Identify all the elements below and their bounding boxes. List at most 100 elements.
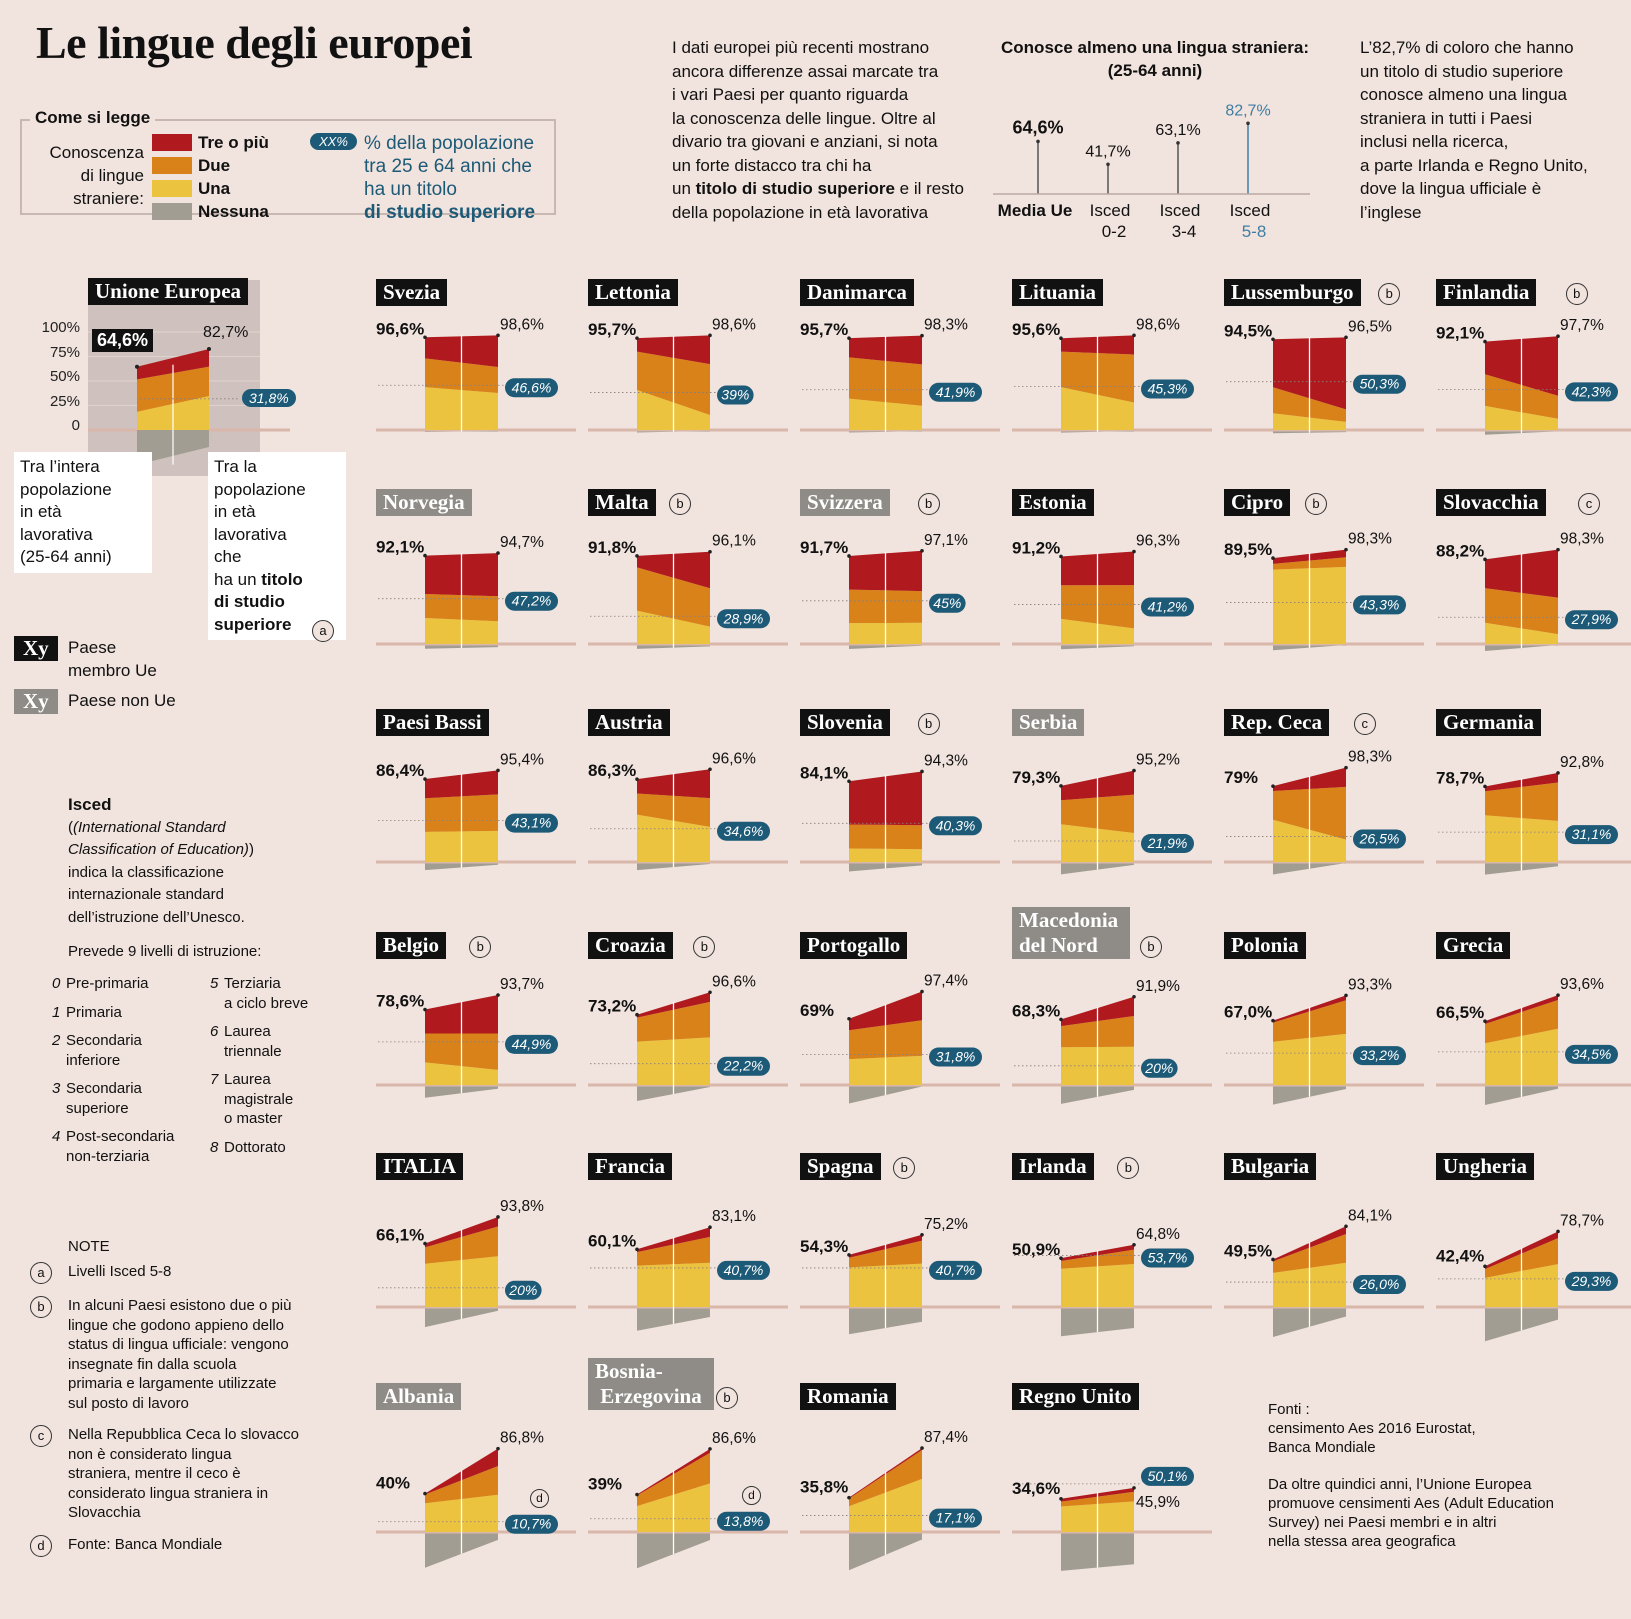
eu-panel-label: Unione Europea [88, 278, 249, 305]
badge-value: 53,7% [1148, 1249, 1188, 1265]
badge-value: 10,7% [512, 1516, 552, 1532]
country-label: Finlandia [1436, 279, 1537, 306]
right-point [1556, 993, 1560, 997]
left-point [1483, 1019, 1487, 1023]
badge: 43,3% [1353, 595, 1406, 615]
country-chart: 50,9% 64,8% 53,7% [1012, 1226, 1212, 1337]
isced-level: 6 Laurea triennale [210, 1023, 282, 1060]
country-chart: 49,5% 84,1% 26,0% [1224, 1207, 1424, 1338]
country-label: Estonia [1012, 489, 1094, 516]
left-value: 91,7% [800, 538, 848, 557]
left-point [423, 777, 427, 781]
badge-value: 41,9% [936, 384, 976, 400]
notes-list: a Livelli Isced 5-8 b In alcuni Paesi esist… [30, 1262, 299, 1569]
isced-level: 3 Secondaria superiore [52, 1080, 142, 1117]
left-point [1271, 784, 1275, 788]
page-title: Le lingue degli europei [36, 17, 473, 68]
right-value: 96,6% [712, 973, 756, 990]
left-value: 95,7% [588, 320, 636, 339]
legend-title: Come si legge [30, 108, 156, 128]
badge: 44,9% [505, 1034, 558, 1054]
badge: 41,2% [1141, 597, 1194, 617]
country-chart: 95,7% 98,3% 41,9% [800, 317, 1000, 433]
area-nessuna [1061, 430, 1134, 433]
badge-value: 34,6% [724, 823, 764, 839]
isced-info: Isced ((International Standard Classific… [68, 795, 262, 960]
right-value: 96,3% [1136, 533, 1180, 550]
left-value: 68,3% [1012, 1001, 1060, 1020]
right-value: 91,9% [1136, 978, 1180, 995]
left-point [1483, 1264, 1487, 1269]
right-value: 92,8% [1560, 754, 1604, 771]
country-label: Macedonia del Nord [1012, 907, 1130, 959]
note-mark-c: c [1578, 493, 1600, 515]
right-point [496, 768, 500, 773]
country-chart: 95,7% 98,6% 39% [588, 316, 788, 433]
badge-value: 43,1% [512, 815, 552, 831]
badge: 27,9% [1565, 610, 1618, 630]
right-point [920, 1446, 924, 1450]
right-value: 84,1% [1348, 1207, 1392, 1224]
country-label: Regno Unito [1012, 1383, 1139, 1410]
note-item: d Fonte: Banca Mondiale [30, 1534, 299, 1557]
country-chart: 34,6% 45,9% 50,1% [1012, 1466, 1212, 1571]
right-value: 97,4% [924, 972, 968, 989]
left-value: 84,1% [800, 763, 848, 782]
eu-note-left: Tra l’intera popolazione in età lavorativa(… [14, 452, 152, 573]
badge-value: 43,3% [1360, 596, 1400, 612]
country-chart: 91,7% 97,1% 45% [800, 532, 1000, 649]
badge: 34,5% [1565, 1044, 1618, 1064]
right-point [496, 551, 500, 555]
badge: 21,9% [1141, 833, 1194, 853]
note-mark-c: c [1353, 713, 1376, 735]
left-point [635, 554, 639, 558]
country-label: Spagna [800, 1153, 881, 1180]
area-nessuna [1485, 431, 1558, 435]
country-chart: 73,2% 96,6% 22,2% [588, 973, 788, 1101]
legend-badge: XX% [310, 133, 357, 150]
left-value: 86,4% [376, 761, 424, 780]
note-mark: d [30, 1534, 52, 1557]
badge: 45,3% [1141, 379, 1194, 399]
badge-value: 29,3% [1571, 1273, 1612, 1289]
badge-value: 50,1% [1148, 1468, 1188, 1484]
right-value: 98,6% [500, 316, 544, 333]
country-chart: 35,8% 87,4% 17,1% [800, 1429, 1000, 1571]
country-label: Croazia [588, 932, 673, 959]
isced-level: 8 Dottorato [210, 1138, 286, 1156]
isced-label: Isced [1230, 201, 1271, 220]
right-value: 86,6% [712, 1430, 756, 1447]
legend-swatch-tre [152, 134, 192, 151]
note-mark-b: b [917, 713, 940, 735]
left-point [1059, 554, 1063, 559]
country-label: Bosnia- Erzegovina [588, 1358, 714, 1410]
note-item: b In alcuni Paesi esistono due o più lingu… [30, 1296, 299, 1413]
left-value: 73,2% [588, 997, 636, 1016]
badge: 46,6% [505, 378, 558, 398]
badge: 29,3% [1565, 1271, 1618, 1291]
country-chart: 96,6% 98,6% 46,6% [376, 316, 576, 433]
intro-text: I dati europei più recenti mostrano ancor… [672, 38, 964, 222]
badge: 40,3% [929, 816, 982, 836]
note-mark-b: b [669, 493, 691, 515]
right-point [920, 1233, 924, 1237]
country-label: Slovenia [800, 709, 890, 736]
isced-value: 82,7% [1225, 102, 1270, 119]
right-point [920, 989, 924, 994]
badge-value: 42,3% [1572, 383, 1612, 399]
right-point [708, 990, 712, 995]
area-nessuna [1273, 645, 1346, 651]
left-point [847, 554, 851, 558]
right-text: L’82,7% di coloro che hanno un titolo di … [1360, 38, 1588, 222]
right-value: 93,8% [500, 1198, 544, 1215]
country-label: Svizzera [800, 489, 890, 516]
note-mark-b: b [917, 493, 940, 515]
isced-level: 5 Terziaria a ciclo breve [210, 975, 309, 1012]
left-point [847, 1016, 851, 1021]
badge: 28,9% [717, 609, 770, 629]
badge-value: 40,7% [724, 1262, 764, 1278]
note-mark-d: d [530, 1488, 549, 1508]
country-chart: 92,1% 97,7% 42,3% [1436, 317, 1631, 435]
right-point [1556, 334, 1560, 339]
country-label: Slovacchia [1436, 489, 1546, 516]
